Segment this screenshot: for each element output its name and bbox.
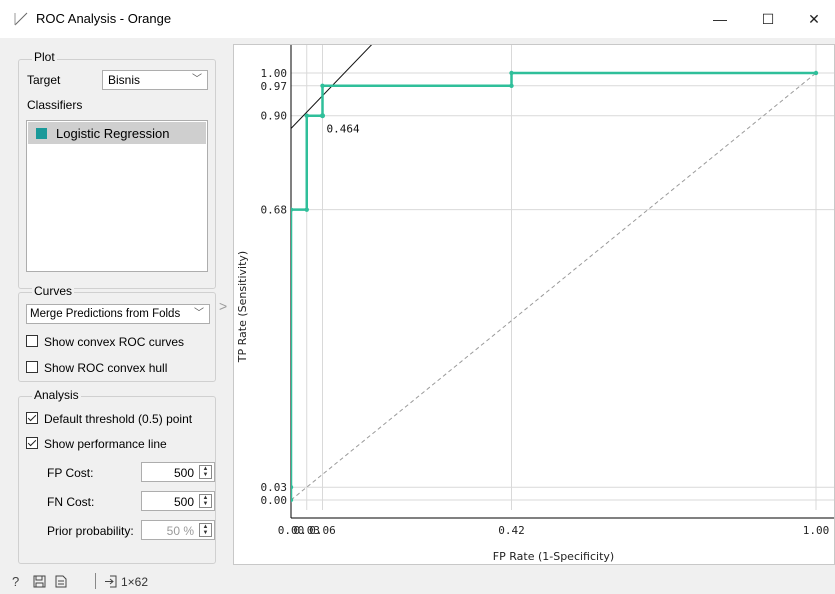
curves-group-title: Curves: [32, 284, 75, 298]
fp-cost-spinbox[interactable]: 500 ▲ ▼: [141, 462, 215, 482]
x-tick-label: 1.00: [803, 524, 830, 537]
save-icon[interactable]: [33, 575, 46, 588]
checkbox-label: Show performance line: [44, 437, 167, 451]
y-tick-label: 0.68: [261, 204, 288, 217]
plot-group-title: Plot: [32, 50, 57, 64]
maximize-button[interactable]: ☐: [745, 0, 791, 38]
y-tick-label: 0.97: [261, 80, 288, 93]
roc-point: [291, 484, 294, 490]
roc-point: [304, 113, 309, 118]
classifier-color-swatch: [36, 128, 47, 139]
fn-cost-value: 500: [173, 495, 194, 509]
minimize-button[interactable]: —: [697, 0, 743, 38]
roc-plot-area: 0.00 0.03 0.68 0.90 0.97 1.00 0.00 0.03 0.06 0.42…: [233, 44, 835, 565]
checkbox-box[interactable]: [26, 335, 38, 347]
target-select[interactable]: Bisnis ﹀: [102, 70, 208, 90]
threshold-point: [320, 113, 325, 119]
help-icon[interactable]: ?: [12, 574, 20, 589]
chevron-down-icon: ﹀: [192, 74, 202, 85]
performance-line-checkbox[interactable]: Show performance line: [26, 435, 210, 453]
default-threshold-checkbox[interactable]: Default threshold (0.5) point: [26, 410, 210, 428]
checkbox-box[interactable]: [26, 412, 38, 424]
checkbox-label: Show ROC convex hull: [44, 361, 168, 375]
roc-curve-logistic-regression: [291, 71, 816, 500]
x-axis-label: FP Rate (1-Specificity): [493, 550, 614, 563]
fn-cost-spinbox[interactable]: 500 ▲ ▼: [141, 491, 215, 511]
performance-line: [291, 45, 373, 129]
analysis-group: [18, 396, 216, 564]
roc-point: [291, 497, 294, 503]
close-button[interactable]: ✕: [791, 0, 835, 38]
data-summary: 1×62: [121, 575, 149, 589]
prior-probability-spinbox[interactable]: 50 % ▲ ▼: [141, 520, 215, 540]
fn-cost-label: FN Cost:: [47, 495, 95, 509]
status-separator: [95, 573, 96, 589]
roc-point: [813, 70, 819, 76]
fp-cost-value: 500: [173, 466, 194, 480]
checkbox-box[interactable]: [26, 437, 38, 449]
collapse-sidebar-icon[interactable]: >: [219, 298, 228, 314]
target-select-value: Bisnis: [108, 73, 141, 87]
title-bar: ROC Analysis - Orange — ☐ ✕: [0, 0, 835, 38]
roc-app-icon: [14, 12, 28, 26]
roc-point: [304, 207, 309, 212]
x-tick-label: 0.00: [278, 524, 305, 537]
prior-probability-value: 50 %: [166, 524, 194, 538]
curves-mode-select[interactable]: Merge Predictions from Folds ﹀: [26, 304, 210, 324]
window-title: ROC Analysis - Orange: [36, 11, 172, 26]
status-bar: ? 1×62: [0, 568, 835, 594]
plot-group: [18, 59, 216, 289]
roc-point: [291, 207, 294, 212]
roc-point: [509, 83, 514, 89]
fp-cost-label: FP Cost:: [47, 466, 94, 480]
curves-group: [18, 292, 216, 382]
maximize-icon: ☐: [761, 10, 775, 27]
minimize-icon: —: [713, 11, 727, 27]
checkbox-box[interactable]: [26, 361, 38, 373]
roc-point: [509, 70, 514, 76]
close-icon: ✕: [808, 10, 820, 27]
classifiers-list[interactable]: Logistic Regression: [26, 120, 208, 272]
spin-arrows-icon[interactable]: ▲ ▼: [199, 523, 212, 537]
x-tick-label: 0.42: [498, 524, 525, 537]
diagonal-line: [291, 72, 817, 501]
report-icon[interactable]: [55, 575, 67, 588]
threshold-label: 0.464: [327, 123, 360, 136]
checkbox-label: Default threshold (0.5) point: [44, 412, 193, 426]
y-tick-label: 0.00: [261, 494, 288, 507]
y-axis-label: TP Rate (Sensitivity): [236, 251, 249, 363]
target-label: Target: [27, 73, 61, 87]
input-icon[interactable]: [104, 575, 117, 588]
roc-point: [320, 83, 325, 89]
spin-arrows-icon[interactable]: ▲ ▼: [199, 465, 212, 479]
prior-probability-label: Prior probability:: [47, 524, 134, 538]
curves-mode-value: Merge Predictions from Folds: [30, 308, 181, 320]
classifiers-label: Classifiers: [27, 98, 83, 112]
classifier-item-label: Logistic Regression: [56, 126, 170, 141]
x-tick-label: 0.03: [294, 524, 321, 537]
analysis-group-title: Analysis: [32, 388, 81, 402]
show-convex-curves-checkbox[interactable]: Show convex ROC curves: [26, 333, 210, 351]
show-convex-hull-checkbox[interactable]: Show ROC convex hull: [26, 359, 210, 377]
spin-arrows-icon[interactable]: ▲ ▼: [199, 494, 212, 508]
checkbox-label: Show convex ROC curves: [44, 335, 185, 349]
classifier-item-logistic-regression[interactable]: Logistic Regression: [28, 122, 206, 144]
control-sidebar: Plot Target Bisnis ﹀ Classifiers Logisti…: [10, 44, 216, 565]
roc-chart: 0.000.030.680.900.971.000.000.030.06 0.42…: [236, 45, 834, 563]
x-tick-label: 0.06: [309, 524, 336, 537]
y-tick-label: 0.03: [261, 481, 288, 494]
y-tick-label: 1.00: [261, 67, 288, 80]
chevron-down-icon: ﹀: [194, 308, 204, 319]
y-tick-label: 0.90: [261, 110, 288, 123]
